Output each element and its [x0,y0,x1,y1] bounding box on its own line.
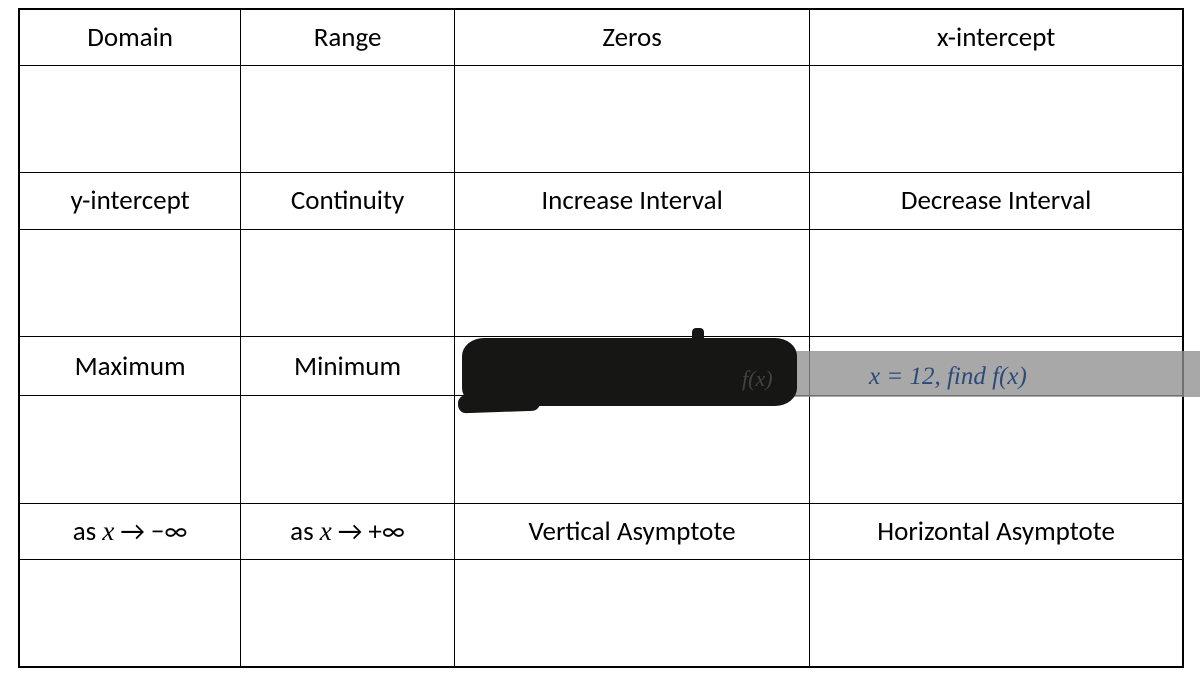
table-row: Domain Range Zeros x-intercept [19,9,1183,65]
answer-redacted-1 [454,396,809,503]
header-redacted-1 [454,336,809,395]
answer-maximum [19,396,241,503]
table-row: Maximum Minimum [19,336,1183,395]
text-prefix: as [73,515,103,548]
function-analysis-table: Domain Range Zeros x-intercept y-interce… [18,8,1184,668]
text-prefix: as [290,515,320,548]
header-zeros: Zeros [454,9,809,65]
answer-zeros [454,65,809,172]
text-suffix: → +∞ [332,515,405,548]
header-increase-interval: Increase Interval [454,173,809,229]
answer-as-x-pos-inf [241,560,455,668]
math-var: x [320,516,332,546]
table-row [19,65,1183,172]
header-range: Range [241,9,455,65]
header-domain: Domain [19,9,241,65]
header-continuity: Continuity [241,173,455,229]
header-x-intercept: x-intercept [810,9,1183,65]
math-var: x [102,516,114,546]
header-as-x-pos-inf: as x → +∞ [241,503,455,559]
answer-continuity [241,229,455,336]
table: Domain Range Zeros x-intercept y-interce… [18,8,1184,668]
answer-domain [19,65,241,172]
answer-range [241,65,455,172]
answer-redacted-2 [810,396,1183,503]
header-redacted-2 [810,336,1183,395]
table-row: y-intercept Continuity Increase Interval… [19,173,1183,229]
header-decrease-interval: Decrease Interval [810,173,1183,229]
answer-x-intercept [810,65,1183,172]
answer-horizontal-asymptote [810,560,1183,668]
answer-y-intercept [19,229,241,336]
answer-vertical-asymptote [454,560,809,668]
header-minimum: Minimum [241,336,455,395]
answer-decrease-interval [810,229,1183,336]
header-horizontal-asymptote: Horizontal Asymptote [810,503,1183,559]
answer-as-x-neg-inf [19,560,241,668]
table-row [19,229,1183,336]
header-maximum: Maximum [19,336,241,395]
table-row: as x → −∞ as x → +∞ Vertical Asymptote H… [19,503,1183,559]
header-y-intercept: y-intercept [19,173,241,229]
text-suffix: → −∞ [114,515,187,548]
answer-increase-interval [454,229,809,336]
answer-minimum [241,396,455,503]
header-as-x-neg-inf: as x → −∞ [19,503,241,559]
table-row [19,396,1183,503]
header-vertical-asymptote: Vertical Asymptote [454,503,809,559]
table-row [19,560,1183,668]
